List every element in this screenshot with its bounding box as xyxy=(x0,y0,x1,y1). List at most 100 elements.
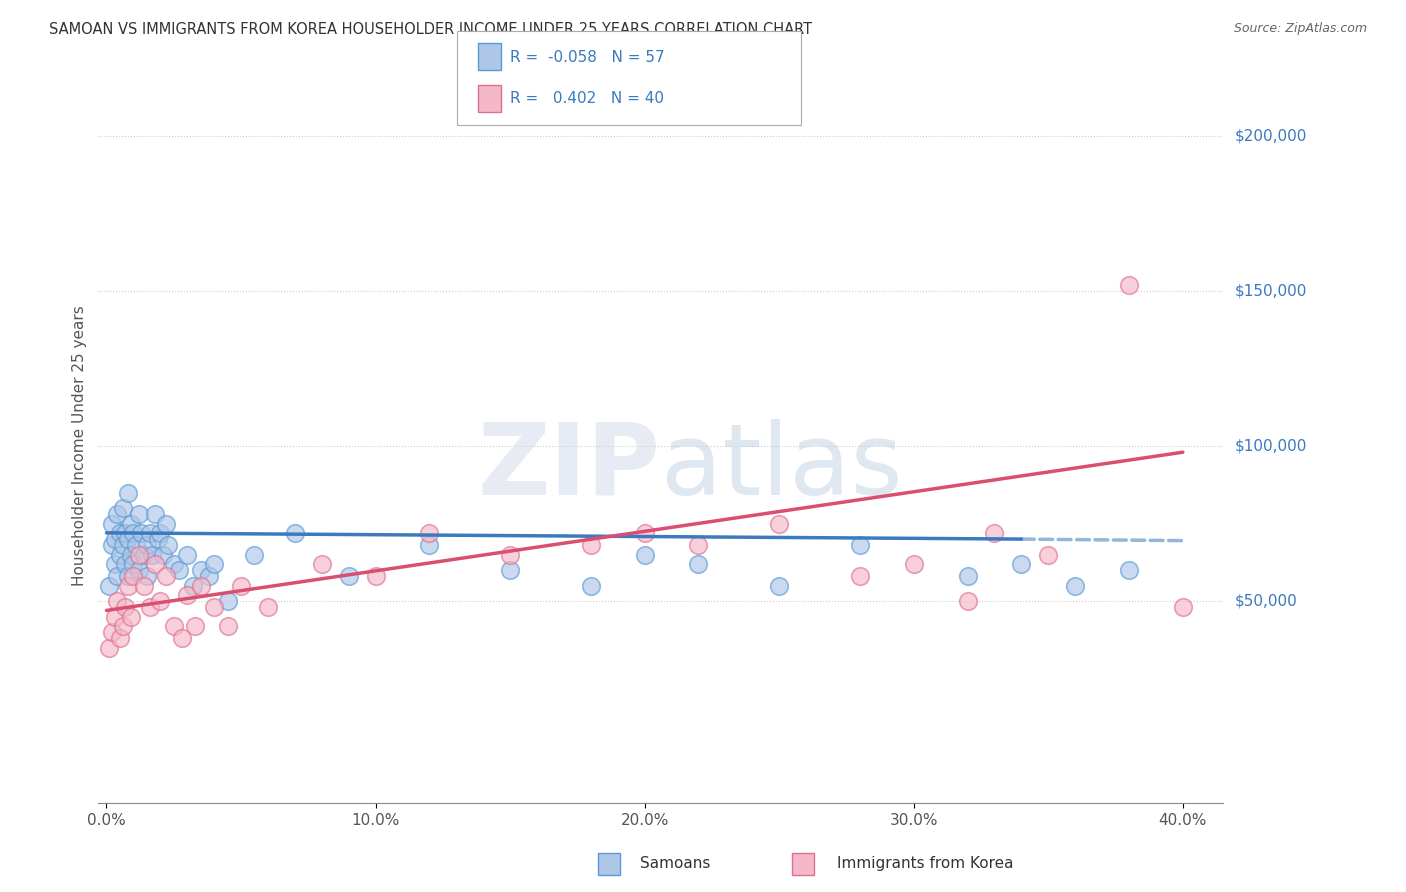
Point xyxy=(101,625,124,640)
Point xyxy=(956,594,979,608)
Point xyxy=(143,508,166,522)
Point xyxy=(141,548,163,562)
Point xyxy=(768,516,790,531)
Text: $200,000: $200,000 xyxy=(1234,128,1306,144)
Point xyxy=(114,557,136,571)
Point xyxy=(111,619,134,633)
Point xyxy=(1118,277,1140,292)
Point xyxy=(114,600,136,615)
Point xyxy=(579,538,602,552)
Point xyxy=(122,569,145,583)
Point xyxy=(157,538,180,552)
Point xyxy=(243,548,266,562)
Point xyxy=(184,619,207,633)
Point xyxy=(849,538,872,552)
Point xyxy=(190,563,212,577)
Point xyxy=(117,579,139,593)
Point xyxy=(108,632,131,646)
Point xyxy=(176,548,198,562)
Point xyxy=(418,538,440,552)
Point xyxy=(167,563,190,577)
Point xyxy=(135,569,157,583)
Point xyxy=(117,485,139,500)
Point xyxy=(155,569,177,583)
Text: Immigrants from Korea: Immigrants from Korea xyxy=(837,856,1014,871)
Point xyxy=(152,548,174,562)
Point xyxy=(105,508,128,522)
Point xyxy=(499,548,522,562)
Point xyxy=(337,569,360,583)
Point xyxy=(364,569,387,583)
Point xyxy=(1118,563,1140,577)
Point xyxy=(128,563,150,577)
Point xyxy=(128,548,150,562)
Point xyxy=(103,609,125,624)
Point xyxy=(202,600,225,615)
Text: R =  -0.058   N = 57: R = -0.058 N = 57 xyxy=(510,50,665,65)
Point xyxy=(229,579,252,593)
Point xyxy=(120,548,142,562)
Point xyxy=(143,557,166,571)
Point xyxy=(134,548,156,562)
Point xyxy=(956,569,979,583)
Point xyxy=(983,525,1005,540)
Text: SAMOAN VS IMMIGRANTS FROM KOREA HOUSEHOLDER INCOME UNDER 25 YEARS CORRELATION CH: SAMOAN VS IMMIGRANTS FROM KOREA HOUSEHOL… xyxy=(49,22,813,37)
Text: $150,000: $150,000 xyxy=(1234,284,1306,298)
Point xyxy=(105,594,128,608)
Point xyxy=(149,525,172,540)
Point xyxy=(1010,557,1032,571)
Point xyxy=(134,579,156,593)
Point xyxy=(688,557,710,571)
Point xyxy=(849,569,872,583)
Point xyxy=(120,609,142,624)
Point xyxy=(217,619,239,633)
Point xyxy=(217,594,239,608)
Point xyxy=(163,557,186,571)
Point xyxy=(146,532,169,546)
Point xyxy=(768,579,790,593)
Text: R =   0.402   N = 40: R = 0.402 N = 40 xyxy=(510,91,665,106)
Point xyxy=(128,508,150,522)
Point xyxy=(111,538,134,552)
Point xyxy=(155,516,177,531)
Y-axis label: Householder Income Under 25 years: Householder Income Under 25 years xyxy=(72,306,87,586)
Text: Source: ZipAtlas.com: Source: ZipAtlas.com xyxy=(1233,22,1367,36)
Point xyxy=(197,569,219,583)
Point xyxy=(101,516,124,531)
Point xyxy=(176,588,198,602)
Text: Samoans: Samoans xyxy=(640,856,710,871)
Point xyxy=(135,538,157,552)
Point xyxy=(202,557,225,571)
Point xyxy=(903,557,925,571)
Point xyxy=(284,525,307,540)
Point xyxy=(499,563,522,577)
Point xyxy=(114,525,136,540)
Point xyxy=(1064,579,1087,593)
Point xyxy=(108,525,131,540)
Point xyxy=(579,579,602,593)
Point xyxy=(125,538,148,552)
Point xyxy=(190,579,212,593)
Point xyxy=(163,619,186,633)
Point xyxy=(101,538,124,552)
Text: atlas: atlas xyxy=(661,419,903,516)
Text: $50,000: $50,000 xyxy=(1234,594,1298,608)
Point xyxy=(257,600,280,615)
Point xyxy=(138,525,160,540)
Point xyxy=(149,594,172,608)
Point xyxy=(105,569,128,583)
Point xyxy=(131,525,153,540)
Point xyxy=(122,525,145,540)
Point xyxy=(1038,548,1060,562)
Point xyxy=(181,579,204,593)
Point xyxy=(170,632,193,646)
Point xyxy=(103,557,125,571)
Point xyxy=(108,548,131,562)
Point xyxy=(688,538,710,552)
Point xyxy=(418,525,440,540)
Point xyxy=(1171,600,1194,615)
Point xyxy=(634,525,657,540)
Point xyxy=(117,532,139,546)
Point xyxy=(98,640,121,655)
Point xyxy=(98,579,121,593)
